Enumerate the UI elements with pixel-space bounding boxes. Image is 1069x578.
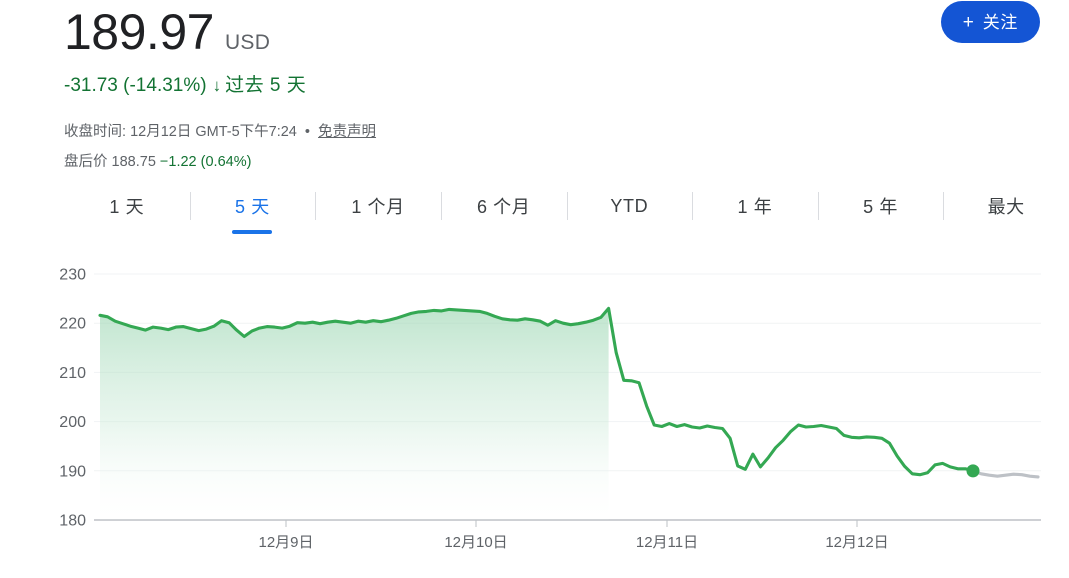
chart-afterhours-line <box>971 469 1040 479</box>
chart-x-axis: 12月9日 12月10日 12月11日 12月12日 <box>258 520 889 551</box>
price-currency: USD <box>224 31 271 54</box>
range-tab-label: 5 年 <box>863 197 898 217</box>
range-tab-label: 1 年 <box>737 197 773 217</box>
range-tab-label: 5 天 <box>235 197 270 217</box>
price-row: 189.97 USD <box>64 4 270 60</box>
price-change-row: -31.73 (-14.31%) ↓ 过去 5 天 <box>64 74 306 98</box>
y-axis-tick-label: 200 <box>59 414 86 431</box>
range-tab-bar: 1 天 5 天 1 个月 6 个月 YTD 1 年 5 年 最大 <box>64 187 1069 235</box>
close-time-row: 收盘时间: 12月12日 GMT-5下午7:24 • 免责声明 <box>64 122 376 142</box>
range-tab-label: 1 天 <box>109 197 145 217</box>
range-tab-1m[interactable]: 1 个月 <box>315 187 441 235</box>
x-axis-tick-label: 12月9日 <box>258 534 313 551</box>
y-axis-tick-label: 180 <box>59 513 86 530</box>
x-axis-tick-label: 12月10日 <box>444 534 507 551</box>
y-axis-tick-label: 220 <box>59 316 86 333</box>
range-tab-label: 最大 <box>987 197 1025 217</box>
price-change-amount: -31.73 (-14.31%) <box>64 75 207 96</box>
bullet-separator: • <box>304 124 310 140</box>
range-tab-5d[interactable]: 5 天 <box>189 187 316 235</box>
x-axis-tick-label: 12月11日 <box>636 534 698 551</box>
afterhours-price: 188.75 <box>111 154 156 170</box>
price-value: 189.97 <box>64 4 214 60</box>
price-change-period: 过去 5 天 <box>225 75 307 96</box>
range-tab-1y[interactable]: 1 年 <box>692 187 818 235</box>
range-tab-label: 1 个月 <box>351 197 405 217</box>
close-time-prefix: 收盘时间: <box>64 124 127 140</box>
afterhours-label: 盘后价 <box>64 154 108 170</box>
range-tab-5y[interactable]: 5 年 <box>817 187 944 235</box>
afterhours-percent: (0.64%) <box>200 154 252 170</box>
range-tab-label: YTD <box>610 195 649 216</box>
x-axis-tick-label: 12月12日 <box>825 534 888 551</box>
chart-price-line <box>98 306 975 477</box>
afterhours-change: −1.22 <box>159 154 197 170</box>
arrow-down-icon: ↓ <box>212 76 222 95</box>
current-price-marker <box>966 464 980 478</box>
afterhours-row: 盘后价 188.75 −1.22 (0.64%) <box>64 152 251 172</box>
follow-button[interactable]: + 关注 <box>940 1 1040 43</box>
range-tab-ytd[interactable]: YTD <box>566 187 693 235</box>
y-axis-tick-label: 230 <box>59 267 86 284</box>
range-tab-6m[interactable]: 6 个月 <box>440 187 567 235</box>
tab-active-underline <box>232 230 273 234</box>
range-tab-label: 6 个月 <box>476 197 531 217</box>
chart-y-axis-labels: 230 220 210 200 190 180 <box>59 267 86 530</box>
range-tab-max[interactable]: 最大 <box>943 187 1069 235</box>
chart-area-fill <box>100 308 609 520</box>
y-axis-tick-label: 190 <box>59 463 86 480</box>
disclaimer-link[interactable]: 免责声明 <box>318 124 377 140</box>
y-axis-tick-label: 210 <box>59 365 86 382</box>
plus-icon: + <box>962 11 974 33</box>
price-chart-svg[interactable]: 230 220 210 200 190 180 12月9日 12月10日 12月11日 12月1… <box>0 250 1069 560</box>
range-tab-1d[interactable]: 1 天 <box>64 187 190 235</box>
price-chart[interactable]: 230 220 210 200 190 180 12月9日 12月10日 12月11日 12月1… <box>0 250 1069 560</box>
close-time-value: 12月12日 GMT-5下午7:24 <box>130 124 297 140</box>
follow-button-label: 关注 <box>982 12 1018 32</box>
